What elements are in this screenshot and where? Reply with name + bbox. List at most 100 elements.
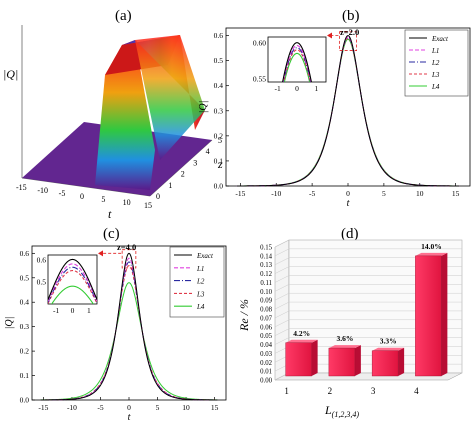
x-tick-labels: -15 -10 -5 0 5 10 15	[16, 183, 152, 210]
x-tick-label: -5	[309, 189, 315, 198]
inset-line-L4	[283, 52, 311, 82]
y-tick-label: 0.3	[20, 322, 30, 331]
y-tick-label: 0.06	[260, 324, 272, 331]
z-tick-label: 5	[218, 136, 222, 145]
y-tick-label: 0.1	[214, 156, 224, 165]
y-tick-label: 0.2	[214, 131, 224, 140]
surface-ridge	[95, 40, 155, 190]
x-tick-label: 0	[346, 189, 350, 198]
inset-y-tick-label: 0.5	[37, 278, 47, 287]
inset-y-tick-label: 0.55	[253, 74, 266, 83]
z-tick-label: 2	[181, 170, 185, 179]
axis-label-x-main: L	[324, 403, 332, 417]
inset-line-exact	[48, 258, 97, 300]
axis-label-x-subscript: (1,2,3,4)	[332, 410, 360, 419]
x-tick-label: -15	[38, 403, 48, 412]
inset-y-tick-label: 0.60	[253, 39, 266, 48]
panel-label-c: (c)	[103, 226, 120, 242]
bar-side	[398, 347, 405, 376]
x-tick-label: -10	[67, 403, 77, 412]
series-line-exact	[40, 252, 218, 401]
x-tick-label: 2	[328, 386, 333, 396]
y-tick-label: 0.12	[260, 271, 272, 278]
y-tick-label: 0.08	[260, 307, 272, 314]
bar-chart-d: 0.00 0.01 0.02 0.03 0.04 0.05 0.06 0.070.08 0.09…	[237, 239, 463, 419]
y-tick-label: 0.6	[20, 249, 30, 258]
legend: Exact L1 L2 L3 L4	[404, 29, 469, 97]
inset-plot: -1 0 1 0.55 0.60	[253, 36, 327, 93]
grid-line-side	[274, 275, 290, 283]
legend-label-L4: L4	[196, 303, 205, 311]
inset-frame	[267, 36, 327, 83]
series-line-L4	[40, 282, 218, 401]
legend-label-exact: Exact	[431, 35, 449, 43]
inset-line-exact	[282, 42, 312, 82]
zoom-arrow-head	[327, 32, 332, 39]
bar-top	[415, 252, 448, 256]
z-annotation: z=4.0	[117, 242, 136, 252]
axis-label-x: t	[347, 198, 350, 209]
z-tick-label: 3	[193, 158, 197, 167]
legend-label-L3: L3	[431, 71, 440, 79]
axis-label-x: t	[108, 207, 112, 221]
x-tick-label: 15	[452, 189, 460, 198]
inset-line-L1	[48, 263, 97, 302]
bar	[328, 347, 356, 377]
inset-x-tick-label: 1	[87, 306, 91, 315]
legend-label-L4: L4	[431, 83, 440, 91]
y-tick-label: 0.0	[20, 396, 30, 405]
grid-line-side	[274, 319, 290, 328]
y-tick-label: 0.10	[260, 289, 272, 296]
grid-line-side	[274, 248, 290, 257]
axis-label-y: Re / %	[237, 299, 251, 332]
legend-box	[404, 29, 469, 97]
bar	[371, 350, 399, 377]
axis-label-z: z	[217, 157, 223, 171]
x-tick-label: 10	[123, 198, 131, 207]
inset-line-L1	[282, 45, 312, 82]
grid-line-side	[274, 257, 290, 265]
axis-label-y: |Q|	[198, 101, 209, 114]
x-tick-label: -5	[59, 189, 66, 198]
y-tick-label: 0.14	[260, 253, 272, 260]
y-tick-label: 0.09	[260, 298, 272, 305]
x-tick-label: -5	[97, 403, 103, 412]
inset-frame	[47, 254, 98, 305]
x-tick-label: 3	[371, 386, 376, 396]
panel-label-b: (b)	[342, 8, 360, 24]
bar-side	[311, 339, 318, 376]
inset-x-tick-label: 1	[314, 84, 318, 93]
x-tick-label: 5	[382, 189, 386, 198]
bar-top	[372, 347, 405, 351]
x-tick-label: 0	[80, 192, 84, 201]
legend-label-L2: L2	[196, 278, 205, 286]
x-tick-label: 15	[211, 403, 219, 412]
y-tick-label: 0.5	[214, 56, 224, 65]
bar-side	[354, 345, 361, 376]
y-tick-label: 0.2	[20, 347, 30, 356]
grid-line-side	[274, 292, 290, 301]
inset-line-L4	[50, 285, 95, 304]
y-tick-label: 0.3	[214, 106, 224, 115]
inset-line-L3	[48, 270, 97, 304]
zoom-marker	[338, 31, 358, 51]
z-tick-label: 4	[206, 147, 210, 156]
grid-line-side	[274, 239, 290, 248]
grid-line-side	[274, 284, 290, 292]
line-chart-c: -15 -10 -5 0 5 10 150.00.10.20.30.40.50.6t|Q|z…	[4, 242, 227, 423]
y-tick-label: 0.03	[260, 351, 272, 358]
x-tick-label: 1	[284, 386, 289, 396]
grid-line-side	[274, 301, 290, 310]
bar	[285, 342, 312, 377]
bar	[415, 255, 442, 377]
x-tick-label: -10	[37, 186, 48, 195]
x-tick-label: 5	[101, 195, 105, 204]
y-tick-label: 0.11	[260, 280, 272, 287]
legend: Exact L1 L2 L3 L4	[169, 246, 225, 318]
y-tick-label: 0.5	[20, 273, 30, 282]
y-tick-label: 0.1	[20, 371, 30, 380]
y-tick-label: 0.05	[260, 333, 272, 340]
z-tick-label: 1	[168, 181, 172, 190]
